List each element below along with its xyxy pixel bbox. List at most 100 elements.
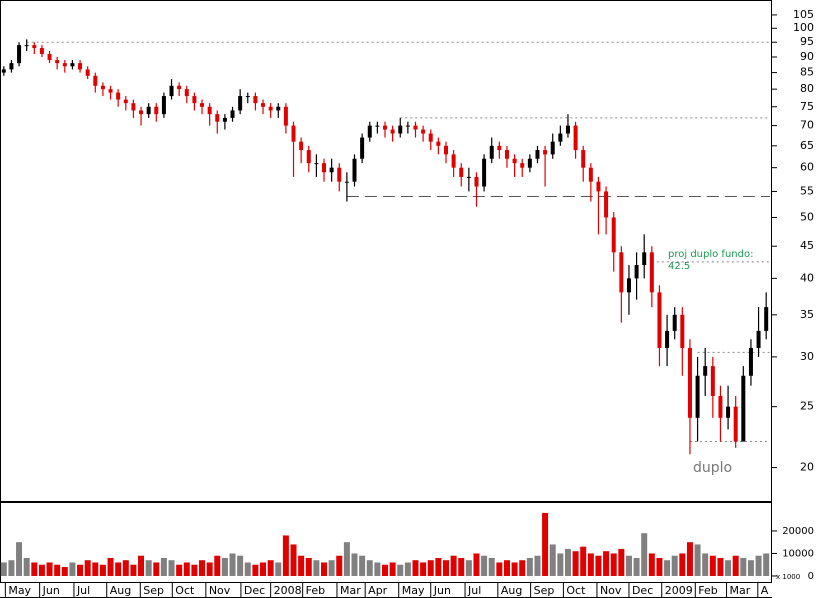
volume-bar — [572, 551, 579, 576]
volume-bar — [420, 562, 427, 576]
volume-bar — [282, 535, 289, 576]
volume-bar — [214, 555, 221, 576]
y-tick-label: 55 — [800, 184, 814, 197]
x-tick-label: 2009 — [665, 584, 693, 597]
volume-bar — [389, 562, 396, 576]
volume-bar — [252, 564, 259, 576]
candle-body — [253, 96, 258, 104]
x-tick-label: 2008 — [274, 584, 302, 597]
volume-bar — [92, 562, 99, 576]
candle-body — [154, 106, 159, 115]
candle-body — [718, 395, 723, 418]
price-frame — [0, 0, 772, 502]
candle-body — [527, 158, 532, 168]
volume-bar — [740, 557, 747, 576]
candle-body — [550, 141, 555, 155]
candle-body — [710, 366, 715, 396]
volume-bar — [603, 551, 610, 576]
candle-body — [32, 45, 37, 49]
candle-body — [466, 176, 471, 178]
x-tick-label: Dec — [244, 584, 265, 597]
volume-bar — [176, 564, 183, 576]
candle-body — [360, 137, 365, 159]
candle-body — [39, 48, 44, 54]
x-tick-label: Jul — [76, 584, 90, 597]
candle-body — [535, 150, 540, 159]
candle-body — [657, 292, 662, 348]
candle-body — [306, 150, 311, 164]
volume-bar — [237, 555, 244, 576]
candle-body — [131, 103, 136, 111]
volume-bar — [595, 555, 602, 576]
volume-bar — [442, 560, 449, 576]
volume-bar — [427, 560, 434, 576]
candle-body — [93, 75, 98, 86]
candle-body — [405, 125, 410, 127]
y-tick-label: 65 — [800, 139, 814, 152]
candle-body — [703, 366, 708, 376]
candle-body — [207, 106, 212, 115]
y-tick-label: 50 — [800, 210, 814, 223]
x-tick-label: Feb — [698, 584, 717, 597]
volume-bar — [328, 560, 335, 576]
volume-bar — [465, 560, 472, 576]
x-tick-label: Sep — [143, 584, 164, 597]
x-tick-label: Oct — [175, 584, 195, 597]
volume-bar — [107, 557, 114, 576]
volume-bar — [206, 562, 213, 576]
candle-body — [70, 63, 75, 67]
candle-body — [230, 110, 235, 118]
candle-body — [192, 96, 197, 104]
candle-body — [443, 145, 448, 155]
candle-body — [581, 150, 586, 168]
volume-bar — [534, 555, 541, 576]
y-tick-label: 40 — [800, 271, 814, 284]
candle-body — [337, 167, 342, 182]
candle-body — [565, 125, 570, 134]
volume-bar — [351, 553, 358, 576]
volume-bar — [671, 555, 678, 576]
y-tick-label: 0 — [808, 571, 814, 582]
annotation: proj duplo fundo: — [668, 249, 753, 260]
volume-bar — [153, 562, 160, 576]
candle-body — [47, 53, 52, 61]
candle-body — [314, 163, 319, 165]
x-tick-label: Mar — [340, 584, 361, 597]
candle-body — [62, 63, 67, 67]
volume-bar — [298, 555, 305, 576]
volume-bar — [496, 562, 503, 576]
candle-body — [642, 252, 647, 266]
y-tick-label: 35 — [800, 308, 814, 321]
candle-body — [489, 145, 494, 159]
x-tick-label: Dec — [632, 584, 653, 597]
candle-body — [619, 252, 624, 293]
volume-bar — [260, 562, 267, 576]
candle-body — [726, 406, 731, 418]
volume-bar — [648, 553, 655, 576]
volume-bar — [709, 555, 716, 576]
candle-body — [222, 117, 227, 122]
candle-body — [741, 375, 746, 442]
candle-body — [276, 106, 281, 111]
candle-body — [543, 150, 548, 155]
candle-body — [626, 278, 631, 293]
volume-bar — [435, 557, 442, 576]
candle-body — [383, 125, 387, 130]
volume-bar — [229, 553, 236, 576]
candle-body — [1, 69, 6, 73]
y-tick-label: 25 — [800, 400, 814, 413]
candle-body — [733, 406, 738, 442]
volume-bar — [168, 560, 175, 576]
candle-body — [748, 347, 753, 376]
volume-bar — [732, 555, 739, 576]
y-tick-label: 75 — [800, 100, 814, 113]
volume-bar — [557, 553, 564, 576]
volume-bar — [450, 555, 457, 576]
candle-body — [474, 176, 479, 187]
candle-body — [634, 265, 639, 279]
annotation-value: 42.5 — [668, 261, 690, 272]
y-tick-label: 20000 — [782, 526, 814, 537]
volume-bar — [46, 562, 53, 576]
volume-bar — [0, 562, 7, 576]
